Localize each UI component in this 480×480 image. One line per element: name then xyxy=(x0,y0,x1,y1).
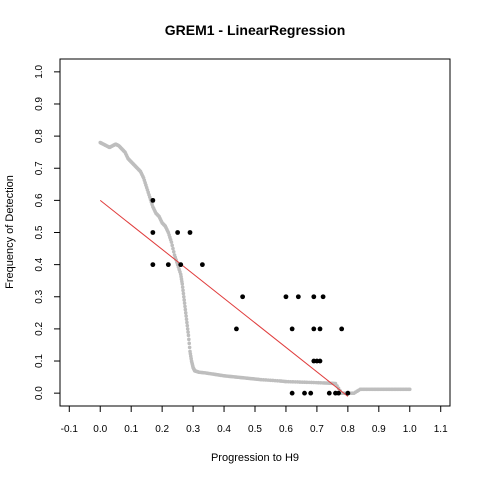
smooth-point xyxy=(180,282,185,286)
smooth-point xyxy=(170,243,175,248)
chart-title: GREM1 - LinearRegression xyxy=(165,22,346,38)
observed-point xyxy=(175,230,181,235)
y-tick-label: 0.1 xyxy=(34,354,45,368)
smooth-points xyxy=(98,140,412,395)
observed-point xyxy=(295,294,301,300)
x-tick-label: 1.1 xyxy=(434,424,448,435)
smooth-point xyxy=(183,311,188,315)
smooth-point xyxy=(171,246,175,251)
observed-point xyxy=(339,326,345,332)
y-tick-label: 0.9 xyxy=(34,97,45,111)
observed-point xyxy=(336,390,341,396)
observed-point xyxy=(326,390,332,396)
smooth-point xyxy=(182,294,186,299)
smooth-point xyxy=(180,285,185,289)
regression-line-segment xyxy=(99,199,349,397)
observed-point xyxy=(308,390,314,396)
smooth-point xyxy=(184,317,189,322)
observed-point xyxy=(289,390,295,396)
x-tick-label: 0.9 xyxy=(372,424,386,435)
smooth-point xyxy=(171,249,176,254)
observed-point xyxy=(150,197,156,203)
observed-point xyxy=(240,294,246,300)
observed-point xyxy=(178,262,184,268)
x-tick-label: 0.1 xyxy=(124,424,138,435)
x-axis: -0.1 0.0 0.1 0.2 0.3 0.4 0.5 0.6 0.7 0.8 0.9 1.0 1.1 xyxy=(61,406,448,435)
observed-point xyxy=(150,230,156,235)
smooth-point xyxy=(187,345,192,350)
x-tick-label: -0.1 xyxy=(61,424,79,435)
smooth-point xyxy=(407,387,412,392)
smooth-point xyxy=(181,291,186,296)
observed-point xyxy=(345,390,351,396)
y-tick-label: 0.0 xyxy=(34,386,45,400)
observed-point xyxy=(187,230,193,235)
smooth-point xyxy=(187,337,191,342)
smooth-point xyxy=(181,288,185,293)
observed-point xyxy=(150,262,156,268)
observed-point xyxy=(199,262,205,268)
y-tick-label: 0.8 xyxy=(34,129,45,143)
observed-point xyxy=(320,294,326,300)
y-tick-label: 0.3 xyxy=(34,289,45,303)
x-tick-label: 0.3 xyxy=(186,424,200,435)
regression-line xyxy=(99,199,349,397)
x-tick-label: 0.0 xyxy=(93,424,107,435)
observed-point xyxy=(317,358,323,364)
smooth-point xyxy=(183,304,187,309)
smooth-point xyxy=(185,327,190,331)
smooth-point xyxy=(183,307,188,312)
smooth-point xyxy=(184,314,188,318)
observed-point xyxy=(311,326,317,332)
y-axis-label: Frequency of Detection xyxy=(4,175,16,289)
observed-point xyxy=(311,294,317,300)
y-tick-label: 1.0 xyxy=(34,64,45,78)
x-tick-label: 1.0 xyxy=(403,424,417,435)
y-tick-label: 0.2 xyxy=(34,322,45,336)
smooth-point xyxy=(169,240,174,244)
observed-point xyxy=(234,326,239,332)
observed-point xyxy=(165,262,171,268)
observed-points xyxy=(150,197,351,396)
x-tick-label: 0.5 xyxy=(248,424,262,435)
observed-point xyxy=(302,390,307,396)
observed-point xyxy=(289,326,295,332)
x-tick-label: 0.8 xyxy=(341,424,355,435)
observed-point xyxy=(317,326,323,332)
x-tick-label: 0.6 xyxy=(279,424,293,435)
x-tick-label: 0.2 xyxy=(155,424,169,435)
y-tick-label: 0.7 xyxy=(34,161,45,175)
smooth-point xyxy=(186,333,191,338)
y-tick-label: 0.5 xyxy=(34,225,45,239)
x-axis-label: Progression to H9 xyxy=(211,452,299,464)
smooth-point xyxy=(182,301,187,305)
y-tick-label: 0.4 xyxy=(34,257,45,271)
smooth-point xyxy=(187,341,192,346)
y-axis: 0.0 0.1 0.2 0.3 0.4 0.5 0.6 0.7 0.8 0.9 1.0 xyxy=(34,64,60,400)
smooth-point xyxy=(185,320,189,325)
observed-point xyxy=(283,294,289,300)
x-tick-label: 0.7 xyxy=(310,424,324,435)
smooth-point xyxy=(186,330,190,334)
smooth-point xyxy=(182,298,186,302)
y-tick-label: 0.6 xyxy=(34,193,45,207)
x-tick-label: 0.4 xyxy=(217,424,231,435)
smooth-point xyxy=(185,323,190,328)
